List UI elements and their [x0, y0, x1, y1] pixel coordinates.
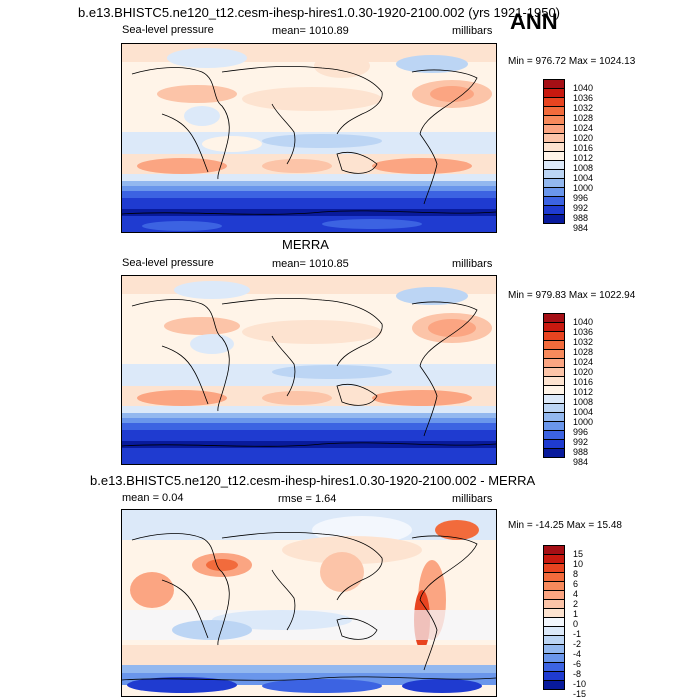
colorbar-label: 1008: [573, 397, 594, 407]
panel-3-rmse-label: rmse = 1.64: [278, 493, 337, 505]
panel-3-map: [121, 509, 497, 697]
panel-3-map-svg: [122, 510, 496, 696]
colorbar-label: 6: [573, 579, 579, 589]
colorbar-label: -1: [573, 629, 582, 639]
colorbar-label: 1012: [573, 387, 594, 397]
colorbar-label: 2: [573, 599, 579, 609]
colorbar-label: 1024: [573, 357, 594, 367]
colorbar-label: -4: [573, 649, 582, 659]
colorbar-label: 1028: [573, 347, 594, 357]
colorbar-label: -15: [573, 689, 587, 699]
colorbar-label: 1000: [573, 183, 594, 193]
colorbar-label: 1008: [573, 163, 594, 173]
colorbar-label: 8: [573, 569, 579, 579]
colorbar-label: 1016: [573, 143, 594, 153]
panel-2-subtitle: MERRA: [282, 237, 329, 252]
colorbar-label: 1020: [573, 367, 594, 377]
panel-3-subtitle: b.e13.BHISTC5.ne120_t12.cesm-ihesp-hires…: [90, 473, 536, 488]
season-label: ANN: [510, 9, 558, 34]
colorbar-label: 996: [573, 427, 589, 437]
colorbar-label: 1004: [573, 173, 594, 183]
panel-1-mean-label: mean= 1010.89: [272, 25, 349, 37]
panel-2-minmax-label: Min = 979.83 Max = 1022.94: [508, 290, 636, 301]
colorbar-label: 988: [573, 447, 589, 457]
panel-2-map-svg: [122, 276, 496, 464]
colorbar-label: 1020: [573, 133, 594, 143]
colorbar-label: 1040: [573, 83, 594, 93]
panel-2-map: [121, 275, 497, 465]
colorbar-label: 1016: [573, 377, 594, 387]
panel-1-colorbar: 1040 1036 1032 1028 1024 1020 1016 1012 1008 1004…: [543, 79, 593, 233]
panel-2-field-label: Sea-level pressure: [122, 257, 214, 269]
colorbar-label: 988: [573, 213, 589, 223]
panel-1-minmax-label: Min = 976.72 Max = 1024.13: [508, 56, 636, 67]
panel-3-colorbar: 15 10 8 6 4 2 1 0 -1 -2 -4 -6 -8 -10 -15: [543, 545, 586, 699]
colorbar-label: 984: [573, 457, 589, 467]
colorbar-label: 0: [573, 619, 579, 629]
panel-1-map: [121, 43, 497, 233]
colorbar-label: -8: [573, 669, 582, 679]
colorbar-label: 992: [573, 437, 589, 447]
colorbar-label: 1: [573, 609, 579, 619]
colorbar-label: 992: [573, 203, 589, 213]
panel-2-mean-label: mean= 1010.85: [272, 258, 349, 270]
colorbar-label: 4: [573, 589, 579, 599]
colorbar-label: -2: [573, 639, 582, 649]
panel-3-minmax-label: Min = -14.25 Max = 15.48: [508, 520, 622, 531]
colorbar-label: 10: [573, 559, 584, 569]
colorbar-label: 996: [573, 193, 589, 203]
colorbar-swatch: [543, 214, 565, 224]
panel-1-field-label: Sea-level pressure: [122, 24, 214, 36]
colorbar-label: 1032: [573, 103, 594, 113]
colorbar-label: 15: [573, 549, 584, 559]
panel-2-units-label: millibars: [452, 258, 493, 270]
colorbar-label: -10: [573, 679, 587, 689]
colorbar-swatch: [543, 448, 565, 458]
colorbar-label: 1036: [573, 327, 594, 337]
colorbar-label: -6: [573, 659, 582, 669]
colorbar-label: 1004: [573, 407, 594, 417]
colorbar-swatch: [543, 680, 565, 690]
colorbar-label: 1028: [573, 113, 594, 123]
colorbar-label: 1040: [573, 317, 594, 327]
panel-1-map-svg: [122, 44, 496, 232]
colorbar-label: 1036: [573, 93, 594, 103]
panel-1-units-label: millibars: [452, 25, 493, 37]
panel-2-colorbar: 1040 1036 1032 1028 1024 1020 1016 1012 1008 1004…: [543, 313, 593, 467]
panel-3-units-label: millibars: [452, 493, 493, 505]
colorbar-label: 1000: [573, 417, 594, 427]
colorbar-label: 984: [573, 223, 589, 233]
colorbar-label: 1032: [573, 337, 594, 347]
colorbar-label: 1024: [573, 123, 594, 133]
colorbar-label: 1012: [573, 153, 594, 163]
panel-3-mean-label: mean = 0.04: [122, 492, 184, 504]
figure-title: b.e13.BHISTC5.ne120_t12.cesm-ihesp-hires…: [78, 5, 561, 20]
